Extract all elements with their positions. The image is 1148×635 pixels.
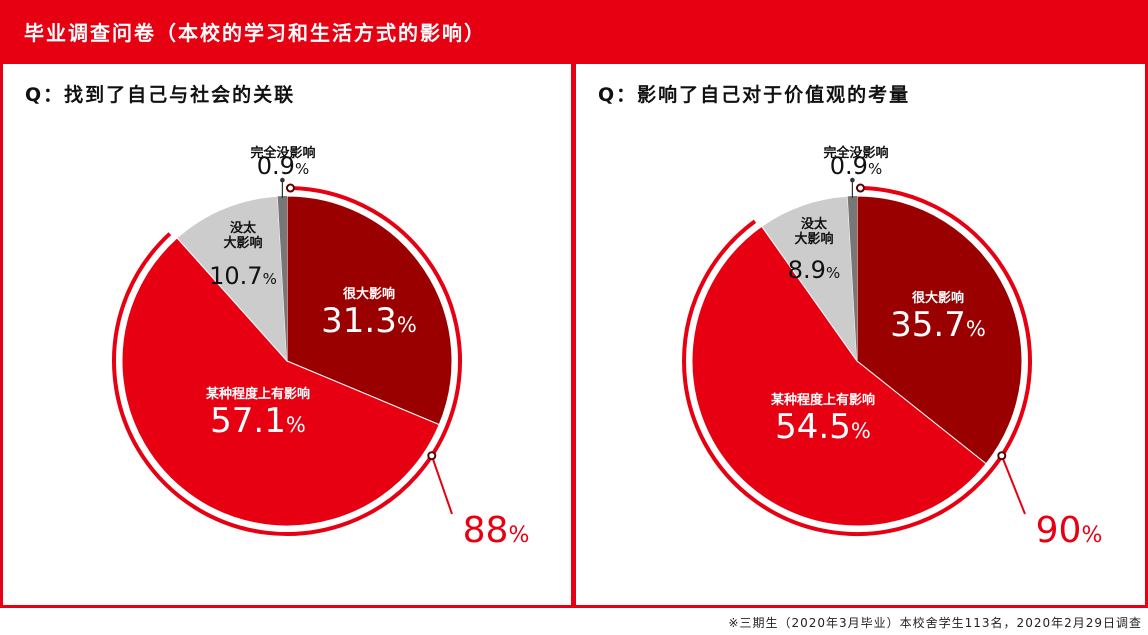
slice-label: 完全没影响 — [823, 145, 888, 161]
total-percent: 88% — [463, 510, 530, 551]
slice-value: 0.9% — [830, 152, 882, 180]
pointer-dot — [997, 451, 1007, 461]
pie-slice-1 — [856, 195, 1023, 465]
arc-cap-top — [855, 183, 865, 193]
total-percent: 90% — [1036, 510, 1103, 551]
slice-label: 大影响 — [223, 235, 262, 251]
slice-label: 没太 — [801, 216, 828, 232]
slice-value: 31.3% — [321, 301, 417, 341]
highlight-arc — [682, 186, 1032, 536]
slice-value: 54.5% — [775, 407, 871, 447]
slice-value: 35.7% — [890, 305, 986, 345]
highlight-arc — [112, 186, 462, 536]
arc-cap-top — [285, 183, 295, 193]
slice-label: 很大影响 — [912, 290, 964, 306]
slice-label: 某种程度上有影响 — [205, 386, 310, 402]
pie-slice-4 — [277, 195, 287, 361]
slice-value: 0.9% — [257, 152, 309, 180]
slice-label: 很大影响 — [343, 286, 395, 302]
pie-slice-3 — [176, 195, 288, 363]
question-title-right: Q：影响了自己对于价值观的考量 — [598, 84, 911, 106]
question-title-left: Q：找到了自己与社会的关联 — [25, 84, 296, 106]
pointer-line — [1000, 455, 1026, 515]
pointer-dot — [427, 451, 437, 461]
pointer-line — [430, 455, 453, 515]
pie-slice-2 — [121, 237, 440, 527]
leader-dot — [850, 177, 855, 183]
leader-dot — [280, 177, 285, 183]
page-title: 毕业调查问卷（本校的学习和生活方式的影响） — [24, 21, 486, 45]
slice-value: 8.9% — [788, 256, 840, 284]
slice-value: 57.1% — [210, 401, 306, 441]
pie-slice-1 — [286, 195, 453, 426]
pie-slice-3 — [761, 195, 858, 363]
pie-slice-4 — [847, 195, 857, 361]
slice-label: 大影响 — [794, 231, 833, 247]
footnote: ※三期生（2020年3月毕业）本校舍学生113名，2020年2月29日调查 — [728, 616, 1142, 630]
pie-slice-2 — [691, 225, 987, 527]
slice-value: 10.7% — [209, 262, 277, 290]
slice-label: 某种程度上有影响 — [770, 392, 875, 408]
slice-label: 没太 — [230, 220, 257, 236]
slice-label: 完全没影响 — [250, 145, 315, 161]
header-bar: 毕业调查问卷（本校的学习和生活方式的影响） — [0, 0, 1148, 61]
